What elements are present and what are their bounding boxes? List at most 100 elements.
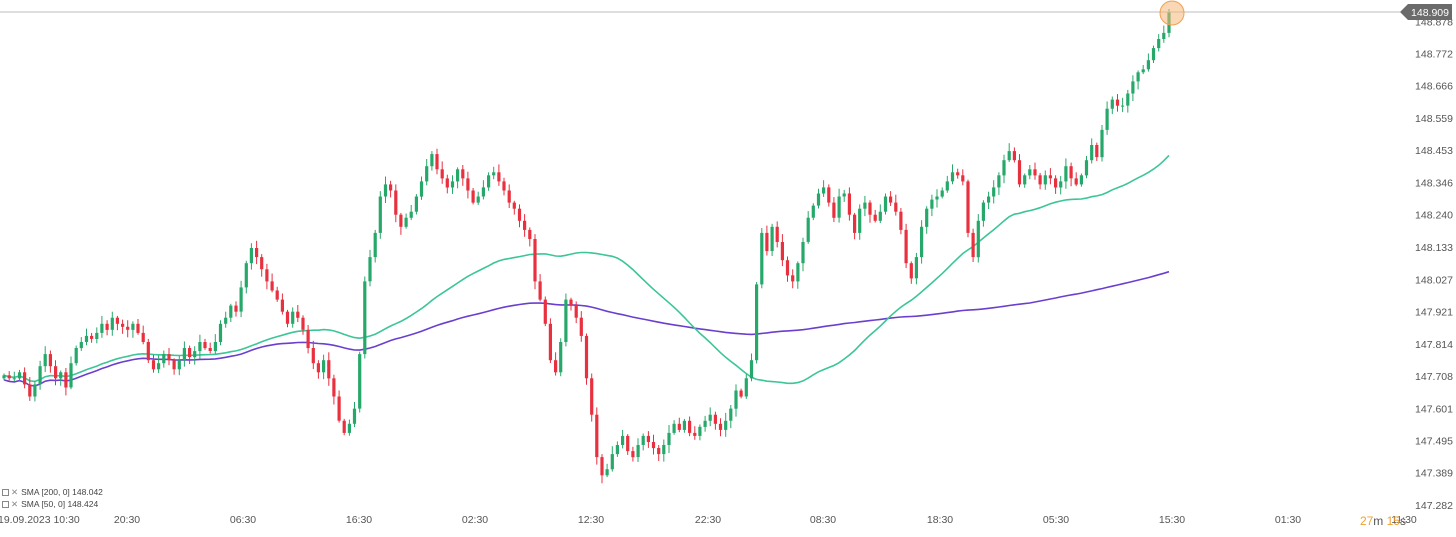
candle bbox=[306, 325, 310, 354]
time-tick-label: 02:30 bbox=[462, 514, 488, 526]
candle bbox=[218, 320, 223, 346]
candle-countdown: 27m 15s bbox=[1360, 514, 1406, 528]
last-price-marker[interactable] bbox=[1159, 0, 1185, 26]
legend-sma-200-name: SMA [200, 0] bbox=[21, 487, 70, 497]
candle bbox=[43, 346, 47, 373]
price-tick-label: 148.559 bbox=[1415, 113, 1453, 125]
candle bbox=[208, 342, 212, 354]
candle bbox=[507, 184, 511, 208]
candle bbox=[1126, 89, 1130, 113]
current-price-label: 148.909 bbox=[1411, 7, 1449, 19]
candle bbox=[1115, 94, 1120, 112]
candle bbox=[7, 371, 11, 381]
candle bbox=[883, 193, 888, 215]
time-tick-label: 16:30 bbox=[346, 514, 372, 526]
candle bbox=[425, 159, 429, 186]
candle bbox=[662, 439, 666, 462]
candle bbox=[404, 213, 408, 229]
candle bbox=[512, 200, 516, 215]
candle bbox=[213, 334, 217, 354]
legend-sma-200[interactable]: ✕ SMA [200, 0] 148.042 bbox=[2, 487, 103, 498]
candle bbox=[167, 348, 171, 366]
candle bbox=[59, 370, 63, 386]
candle bbox=[394, 184, 398, 223]
candle bbox=[1131, 75, 1135, 101]
candle bbox=[69, 356, 73, 390]
candle bbox=[1007, 143, 1011, 162]
candle bbox=[419, 176, 424, 200]
price-tick-label: 148.666 bbox=[1415, 81, 1453, 93]
candle bbox=[322, 354, 326, 380]
candle bbox=[605, 463, 609, 478]
price-tick-label: 147.389 bbox=[1415, 468, 1453, 480]
candle bbox=[347, 419, 351, 436]
candle bbox=[595, 407, 599, 465]
candle bbox=[115, 315, 119, 331]
candle bbox=[265, 263, 269, 290]
candle bbox=[523, 214, 527, 237]
price-tick-label: 148.772 bbox=[1415, 49, 1453, 61]
time-tick-label: 15:30 bbox=[1159, 514, 1185, 526]
candle bbox=[564, 293, 568, 347]
candle bbox=[729, 405, 733, 429]
candle bbox=[822, 180, 826, 197]
candle bbox=[95, 327, 99, 344]
candle bbox=[791, 269, 795, 289]
candle bbox=[38, 360, 42, 390]
price-tick-label: 147.282 bbox=[1415, 500, 1453, 512]
candle bbox=[806, 211, 810, 244]
candles-layer bbox=[2, 9, 1171, 484]
candle bbox=[935, 189, 939, 208]
close-icon[interactable]: ✕ bbox=[11, 487, 19, 497]
candle bbox=[1121, 97, 1125, 113]
countdown-seconds: 15 bbox=[1386, 514, 1400, 528]
price-tick-label: 148.133 bbox=[1415, 242, 1453, 254]
legend-sma-50[interactable]: ✕ SMA [50, 0] 148.424 bbox=[2, 499, 98, 510]
candle bbox=[780, 234, 784, 267]
candle bbox=[796, 261, 800, 289]
candle bbox=[363, 276, 367, 359]
sma-50-line bbox=[3, 154, 1170, 385]
candle bbox=[481, 180, 485, 200]
candle bbox=[224, 311, 228, 328]
candle bbox=[146, 338, 150, 363]
candle bbox=[569, 297, 573, 311]
visibility-icon[interactable] bbox=[2, 489, 9, 497]
visibility-icon[interactable] bbox=[2, 501, 9, 509]
candle bbox=[672, 420, 676, 435]
candle bbox=[1136, 70, 1140, 90]
candle bbox=[657, 445, 661, 461]
candle bbox=[842, 189, 846, 202]
candle bbox=[538, 274, 542, 302]
candle bbox=[976, 214, 980, 263]
price-axis[interactable]: 148.878148.772148.666148.559148.453148.3… bbox=[1415, 16, 1453, 512]
candle bbox=[157, 355, 161, 374]
candle bbox=[775, 221, 779, 248]
candle bbox=[378, 191, 382, 239]
time-tick-label: 08:30 bbox=[810, 514, 836, 526]
candle bbox=[858, 204, 862, 240]
close-icon[interactable]: ✕ bbox=[11, 499, 19, 509]
candle bbox=[543, 296, 547, 327]
time-tick-label: 19.09.2023 10:30 bbox=[0, 514, 80, 526]
candle bbox=[785, 256, 790, 282]
time-tick-label: 22:30 bbox=[695, 514, 721, 526]
candle bbox=[12, 371, 16, 382]
candle bbox=[296, 305, 300, 323]
candle bbox=[311, 340, 315, 370]
candle bbox=[471, 188, 475, 205]
candle bbox=[1110, 96, 1114, 115]
candle bbox=[713, 411, 717, 430]
candle bbox=[105, 320, 109, 336]
time-axis[interactable]: 19.09.2023 10:30 20:30 06:30 16:30 02:30 12:3… bbox=[0, 514, 1417, 526]
candle bbox=[909, 261, 913, 284]
candle bbox=[260, 254, 264, 277]
candle bbox=[1105, 101, 1109, 135]
candle bbox=[450, 175, 455, 194]
candle bbox=[188, 345, 192, 365]
candle bbox=[389, 180, 393, 198]
candle bbox=[682, 418, 686, 433]
candle bbox=[636, 438, 640, 462]
